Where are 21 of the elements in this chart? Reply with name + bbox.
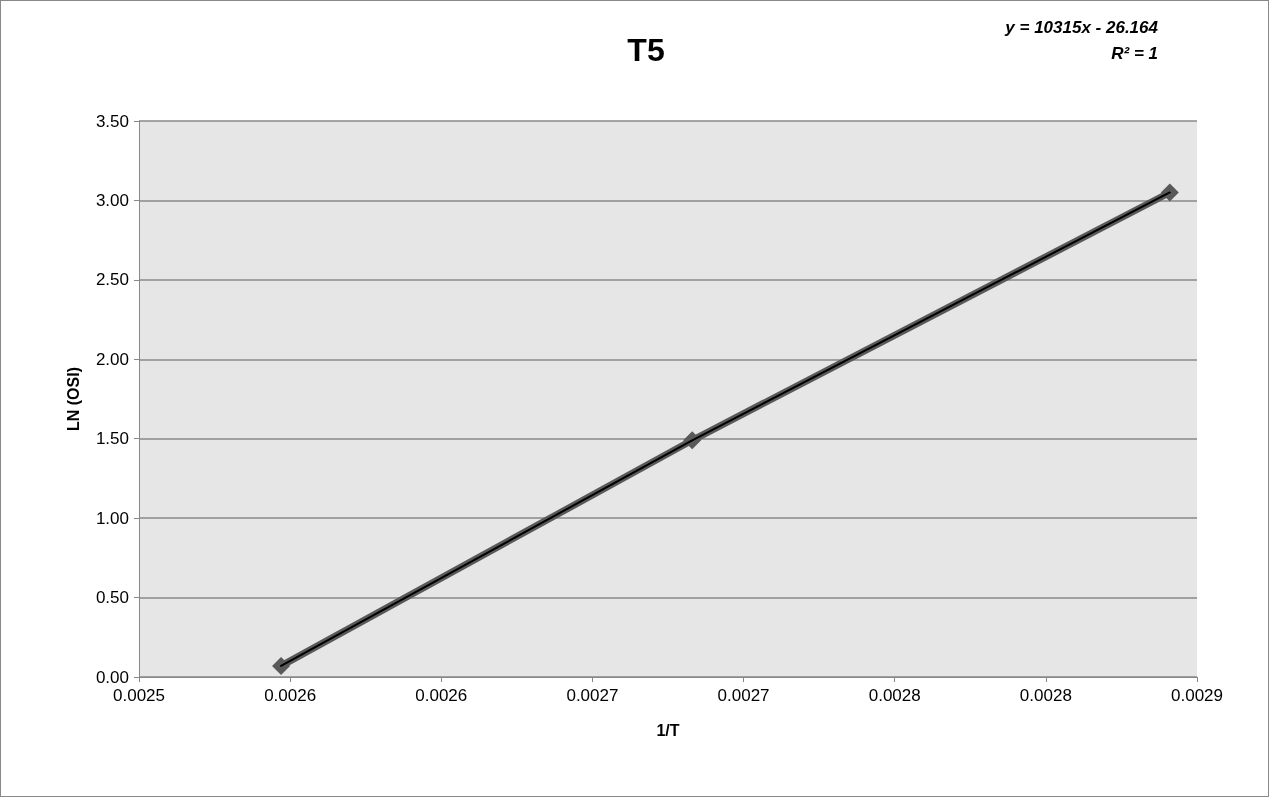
y-tick-label: 1.50 (95, 429, 129, 449)
y-tick-label: 3.00 (95, 190, 129, 210)
x-tick-label: 0.0029 (1171, 686, 1223, 705)
x-tick-label: 0.0026 (264, 686, 317, 705)
y-tick-label: 0.00 (95, 667, 129, 687)
y-axis-title: LN (OSI) (64, 367, 82, 431)
x-tick-label: 0.0028 (1019, 686, 1072, 705)
x-axis-title: 1/T (656, 721, 680, 739)
chart-title: T5 (627, 32, 665, 68)
y-tick-label: 3.50 (95, 111, 129, 131)
x-tick-label: 0.0026 (415, 686, 468, 705)
x-tick-label: 0.0028 (868, 686, 921, 705)
y-tick-label: 1.00 (95, 508, 129, 528)
text: y = 10315x - 26.164 (1004, 18, 1159, 37)
y-tick-label: 0.50 (95, 588, 129, 608)
y-tick-label: 2.50 (95, 270, 129, 290)
x-tick-label: 0.0027 (566, 686, 619, 705)
text: R² = 1 (1111, 44, 1158, 63)
y-tick-label: 2.00 (95, 349, 129, 369)
x-tick-label: 0.0025 (113, 686, 165, 705)
x-tick-label: 0.0027 (717, 686, 770, 705)
